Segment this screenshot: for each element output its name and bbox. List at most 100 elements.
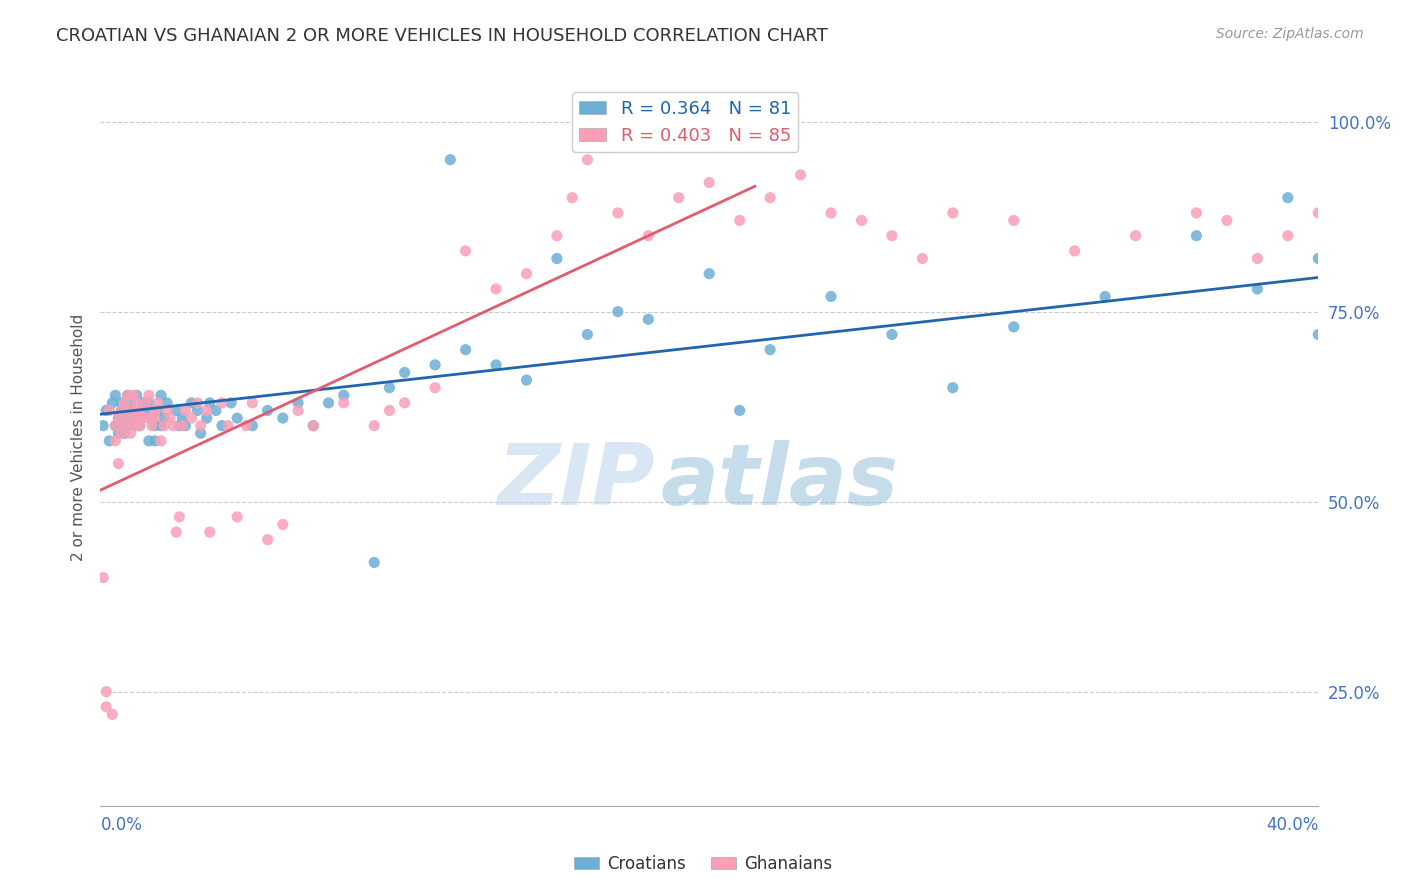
Point <box>697 267 720 281</box>
Point <box>271 411 294 425</box>
Point <box>394 396 416 410</box>
Point <box>1216 213 1239 227</box>
Point <box>242 396 264 410</box>
Point <box>120 426 142 441</box>
Point <box>942 206 965 220</box>
Point <box>169 509 191 524</box>
Text: 0.0%: 0.0% <box>101 816 143 834</box>
Point <box>820 289 842 303</box>
Point <box>235 418 257 433</box>
Point <box>138 411 160 425</box>
Point <box>128 411 150 425</box>
Point <box>110 396 132 410</box>
Point <box>187 403 209 417</box>
Point <box>1246 282 1268 296</box>
Point <box>104 418 127 433</box>
Point <box>287 403 309 417</box>
Point <box>1002 213 1025 227</box>
Point <box>195 403 218 417</box>
Point <box>114 403 136 417</box>
Point <box>117 388 139 402</box>
Point <box>117 411 139 425</box>
Point <box>172 411 194 425</box>
Point <box>132 396 155 410</box>
Point <box>138 396 160 410</box>
Point <box>107 457 129 471</box>
Point <box>606 206 628 220</box>
Point <box>146 396 169 410</box>
Point <box>104 388 127 402</box>
Text: CROATIAN VS GHANAIAN 2 OR MORE VEHICLES IN HOUSEHOLD CORRELATION CHART: CROATIAN VS GHANAIAN 2 OR MORE VEHICLES … <box>56 27 828 45</box>
Point <box>120 411 142 425</box>
Point <box>156 403 179 417</box>
Point <box>114 426 136 441</box>
Point <box>174 403 197 417</box>
Point <box>150 434 173 448</box>
Point <box>256 533 278 547</box>
Point <box>135 396 157 410</box>
Point <box>117 411 139 425</box>
Point <box>394 366 416 380</box>
Legend: R = 0.364   N = 81, R = 0.403   N = 85: R = 0.364 N = 81, R = 0.403 N = 85 <box>572 92 799 152</box>
Point <box>820 206 842 220</box>
Point <box>668 191 690 205</box>
Point <box>485 282 508 296</box>
Point <box>880 228 903 243</box>
Point <box>153 418 176 433</box>
Point <box>454 343 477 357</box>
Text: atlas: atlas <box>661 440 898 523</box>
Point <box>363 418 385 433</box>
Point <box>1246 252 1268 266</box>
Point <box>159 411 181 425</box>
Point <box>143 411 166 425</box>
Point <box>96 699 118 714</box>
Point <box>174 418 197 433</box>
Point <box>107 426 129 441</box>
Point <box>110 426 132 441</box>
Point <box>195 411 218 425</box>
Point <box>187 396 209 410</box>
Point <box>561 191 583 205</box>
Text: ZIP: ZIP <box>496 440 654 523</box>
Point <box>728 213 751 227</box>
Point <box>125 411 148 425</box>
Point <box>165 524 187 539</box>
Point <box>637 228 659 243</box>
Point <box>104 434 127 448</box>
Point <box>96 403 118 417</box>
Point <box>697 176 720 190</box>
Point <box>271 517 294 532</box>
Point <box>162 418 184 433</box>
Point <box>104 418 127 433</box>
Point <box>423 381 446 395</box>
Point <box>1277 191 1299 205</box>
Point <box>117 388 139 402</box>
Point <box>143 403 166 417</box>
Point <box>1002 319 1025 334</box>
Point <box>169 418 191 433</box>
Point <box>1063 244 1085 258</box>
Point <box>128 418 150 433</box>
Point <box>378 381 401 395</box>
Point <box>122 418 145 433</box>
Point <box>122 403 145 417</box>
Point <box>120 403 142 417</box>
Point <box>302 418 325 433</box>
Point <box>454 244 477 258</box>
Point <box>1094 289 1116 303</box>
Point <box>146 403 169 417</box>
Point <box>150 418 173 433</box>
Point <box>138 388 160 402</box>
Point <box>143 434 166 448</box>
Point <box>576 327 599 342</box>
Point <box>759 191 782 205</box>
Point <box>180 411 202 425</box>
Legend: Croatians, Ghanaians: Croatians, Ghanaians <box>567 848 839 880</box>
Point <box>172 418 194 433</box>
Point <box>851 213 873 227</box>
Point <box>942 381 965 395</box>
Point <box>1185 206 1208 220</box>
Point <box>120 396 142 410</box>
Point <box>880 327 903 342</box>
Point <box>122 388 145 402</box>
